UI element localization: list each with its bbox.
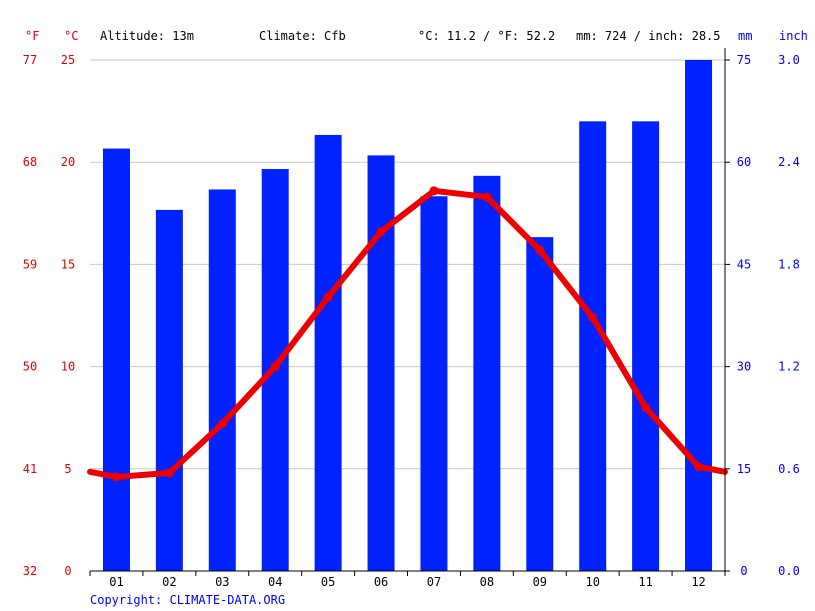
altitude-label: Altitude: 13m <box>100 29 194 43</box>
fahrenheit-tick-label: 77 <box>23 53 37 67</box>
temperature-point-11 <box>641 402 651 412</box>
precipitation-bars <box>102 60 713 572</box>
precipitation-bar-11 <box>632 121 660 571</box>
temperature-point-07 <box>429 186 439 196</box>
mm-tick-label: 45 <box>737 257 751 271</box>
temperature-point-02 <box>164 468 174 478</box>
mm-unit-label: mm <box>738 29 752 43</box>
celsius-tick-label: 10 <box>61 360 75 374</box>
temperature-series-line <box>87 187 728 480</box>
month-tick-label: 08 <box>480 575 494 589</box>
month-tick-label: 07 <box>427 575 441 589</box>
precipitation-bar-08 <box>473 175 501 571</box>
precipitation-bar-06 <box>367 155 395 572</box>
temperature-point-06 <box>376 227 386 237</box>
axes <box>89 48 730 576</box>
inch-unit-label: inch <box>779 29 808 43</box>
month-tick-label: 02 <box>162 575 176 589</box>
total-precipitation-label: mm: 724 / inch: 28.5 <box>576 29 721 43</box>
month-tick-label: 11 <box>638 575 652 589</box>
precipitation-bar-01 <box>102 148 130 571</box>
inch-tick-label: 1.2 <box>778 360 800 374</box>
celsius-tick-label: 15 <box>61 257 75 271</box>
inch-tick-label: 3.0 <box>778 53 800 67</box>
month-tick-label: 04 <box>268 575 282 589</box>
month-tick-label: 01 <box>109 575 123 589</box>
fahrenheit-tick-label: 50 <box>23 360 37 374</box>
mm-tick-label: 60 <box>737 155 751 169</box>
inch-tick-label: 2.4 <box>778 155 800 169</box>
climate-label: Climate: Cfb <box>259 29 346 43</box>
tick-labels: 32 0 41 5 50 10 59 15 68 20 77 25 0 0.0 15 0.6 30 1.2 45 1.… <box>23 53 800 589</box>
celsius-tick-label: 5 <box>64 462 71 476</box>
month-tick-label: 12 <box>691 575 705 589</box>
fahrenheit-tick-label: 41 <box>23 462 37 476</box>
celsius-tick-label: 0 <box>64 564 71 578</box>
mm-tick-label: 75 <box>737 53 751 67</box>
precipitation-bar-05 <box>314 134 342 572</box>
fahrenheit-tick-label: 32 <box>23 564 37 578</box>
inch-tick-label: 0.6 <box>778 462 800 476</box>
precipitation-bar-10 <box>579 121 607 571</box>
celsius-unit-label: °C <box>64 29 78 43</box>
temperature-point-10 <box>588 313 598 323</box>
celsius-tick-label: 25 <box>61 53 75 67</box>
copyright-label: Copyright: CLIMATE-DATA.ORG <box>90 593 285 607</box>
fahrenheit-tick-label: 68 <box>23 155 37 169</box>
gridlines <box>90 59 725 470</box>
month-tick-label: 03 <box>215 575 229 589</box>
precipitation-bar-02 <box>155 209 183 572</box>
celsius-tick-label: 20 <box>61 155 75 169</box>
precipitation-bar-12 <box>685 60 713 571</box>
temperature-point-04 <box>270 362 280 372</box>
inch-tick-label: 1.8 <box>778 257 800 271</box>
precipitation-bar-03 <box>208 189 236 571</box>
fahrenheit-unit-label: °F <box>25 29 39 43</box>
inch-tick-label: 0.0 <box>778 564 800 578</box>
fahrenheit-tick-label: 59 <box>23 257 37 271</box>
mm-tick-label: 15 <box>737 462 751 476</box>
month-tick-label: 06 <box>374 575 388 589</box>
precipitation-bar-07 <box>420 196 448 571</box>
temperature-point-05 <box>323 292 333 302</box>
month-tick-label: 05 <box>321 575 335 589</box>
temperature-point-09 <box>535 245 545 255</box>
month-tick-label: 09 <box>533 575 547 589</box>
average-temperature-label: °C: 11.2 / °F: 52.2 <box>418 29 555 43</box>
temperature-point-03 <box>217 419 227 429</box>
mm-tick-label: 30 <box>737 360 751 374</box>
month-tick-label: 10 <box>585 575 599 589</box>
temperature-point-01 <box>111 472 121 482</box>
temperature-point-08 <box>482 192 492 202</box>
temperature-line <box>87 186 728 482</box>
mm-tick-label: 0 <box>740 564 747 578</box>
temperature-point-12 <box>694 462 704 472</box>
precipitation-bar-09 <box>526 237 554 571</box>
